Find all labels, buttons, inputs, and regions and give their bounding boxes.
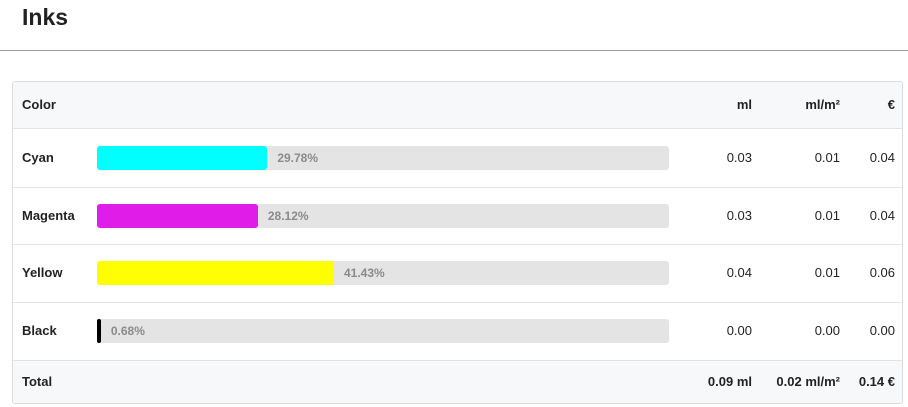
cost-value: 0.06 [869, 265, 895, 281]
total-label: Total [22, 373, 53, 389]
cost-value: 0.04 [869, 207, 895, 223]
row-divider [13, 359, 902, 361]
ml-per-m2-value: 0.01 [814, 265, 840, 281]
cost-value: 0.00 [869, 322, 895, 338]
total-ml-per-m2: 0.02 ml/m² [776, 373, 840, 389]
color-name: Black [22, 322, 57, 338]
ml-value: 0.00 [726, 322, 752, 338]
ml-value: 0.03 [726, 149, 752, 165]
page-title: Inks [22, 4, 69, 30]
inks-table: Color ml ml/m² € Cyan 29.78% 0.03 0.01 0.04 Magen… [12, 81, 903, 404]
row-divider [13, 128, 902, 129]
total-ml: 0.09 ml [707, 373, 752, 389]
percent-label: 28.12% [267, 208, 309, 223]
total-cost: 0.14 € [858, 373, 895, 389]
percent-label: 41.43% [343, 266, 385, 281]
ml-per-m2-value: 0.01 [814, 207, 840, 223]
progress-track: 29.78% [97, 145, 669, 170]
progress-bar [97, 145, 268, 170]
ml-value: 0.04 [726, 265, 752, 281]
progress-bar [97, 203, 258, 228]
table-footer [13, 360, 902, 403]
progress-track: 0.68% [97, 318, 669, 343]
separator [0, 50, 908, 51]
progress-track: 28.12% [97, 203, 669, 228]
column-header: ml/m² [805, 97, 840, 112]
progress-track: 41.43% [97, 261, 669, 286]
progress-bar [97, 261, 334, 286]
column-header: Color [22, 97, 56, 112]
column-header: ml [736, 97, 752, 112]
row-divider [13, 186, 902, 188]
column-header: € [887, 97, 895, 112]
row-divider [13, 302, 902, 304]
color-name: Cyan [22, 149, 54, 165]
color-name: Magenta [22, 207, 75, 223]
percent-label: 0.68% [110, 323, 145, 338]
ml-per-m2-value: 0.00 [814, 322, 840, 338]
ml-per-m2-value: 0.01 [814, 149, 840, 165]
color-name: Yellow [22, 265, 63, 281]
percent-label: 29.78% [277, 150, 319, 165]
cost-value: 0.04 [869, 149, 895, 165]
table-header [13, 82, 902, 128]
row-divider [13, 244, 902, 246]
progress-bar [97, 318, 101, 343]
ml-value: 0.03 [726, 207, 752, 223]
